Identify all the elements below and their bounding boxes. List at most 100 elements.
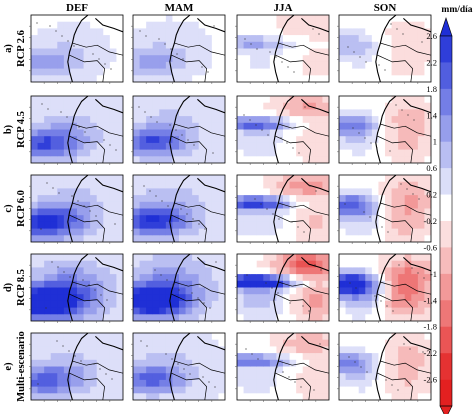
field-cell <box>237 181 244 189</box>
field-cell <box>133 116 140 124</box>
field-cell <box>391 274 399 282</box>
field-cell <box>385 175 392 183</box>
field-cell <box>269 129 277 137</box>
field-cell <box>358 300 366 308</box>
field-cell <box>211 379 219 387</box>
field-cell <box>322 28 329 36</box>
field-cell <box>411 267 419 275</box>
coastline <box>380 281 431 295</box>
field-cell <box>116 353 123 361</box>
field-cell <box>218 228 225 236</box>
field-cell <box>198 228 206 236</box>
field-cell <box>90 149 98 157</box>
field-cell <box>315 35 323 43</box>
significance-dot <box>145 35 147 37</box>
field-cell <box>309 142 317 150</box>
field-cell <box>139 393 147 400</box>
field-cell <box>103 353 111 361</box>
field-cell <box>198 142 206 150</box>
field-cell <box>243 28 251 36</box>
field-cell <box>37 175 45 183</box>
field-cell <box>77 215 84 223</box>
field-cell <box>139 188 147 196</box>
field-cell <box>50 21 58 29</box>
field-cell <box>159 48 167 56</box>
field-cell <box>103 55 111 63</box>
field-cell <box>243 373 251 381</box>
field-cell <box>159 294 167 302</box>
field-cell <box>269 195 277 203</box>
field-cell <box>159 333 167 341</box>
field-cell <box>77 260 84 268</box>
precip-field <box>133 96 225 163</box>
field-cell <box>96 260 104 268</box>
field-cell <box>152 102 160 110</box>
field-cell <box>391 393 399 400</box>
field-cell <box>411 314 419 321</box>
field-cell <box>276 15 284 23</box>
field-cell <box>44 274 52 282</box>
field-cell <box>96 102 104 110</box>
field-cell <box>218 188 225 196</box>
field-cell <box>404 61 412 69</box>
field-cell <box>192 55 200 63</box>
field-cell <box>83 15 91 23</box>
significance-dot <box>177 363 179 365</box>
field-cell <box>50 175 58 183</box>
field-cell <box>404 333 412 341</box>
field-cell <box>276 221 284 229</box>
field-cell <box>398 122 406 130</box>
field-cell <box>371 129 379 137</box>
field-cell <box>237 201 244 209</box>
coastline <box>95 256 123 272</box>
field-cell <box>237 254 244 262</box>
field-cell <box>139 373 147 381</box>
field-cell <box>198 21 206 29</box>
field-cell <box>302 254 310 262</box>
significance-dot <box>186 213 188 215</box>
field-cell <box>283 300 290 308</box>
field-cell <box>352 208 360 216</box>
colorbar-band <box>440 247 452 275</box>
field-cell <box>371 75 379 82</box>
significance-dot <box>105 373 107 375</box>
field-cell <box>322 156 329 163</box>
field-cell <box>146 208 154 216</box>
field-cell <box>192 386 200 394</box>
field-cell <box>391 386 399 394</box>
field-cell <box>322 61 329 69</box>
field-cell <box>345 260 353 268</box>
field-cell <box>37 109 45 117</box>
field-cell <box>424 221 431 229</box>
field-cell <box>218 386 225 394</box>
field-cell <box>276 68 284 76</box>
field-cell <box>283 15 290 23</box>
field-cell <box>269 28 277 36</box>
field-cell <box>309 260 317 268</box>
field-cell <box>256 260 264 268</box>
field-cell <box>211 353 219 361</box>
field-cell <box>165 294 173 302</box>
field-cell <box>152 300 160 308</box>
field-cell <box>70 75 78 82</box>
field-cell <box>263 181 271 189</box>
field-cell <box>172 68 180 76</box>
field-cell <box>417 386 425 394</box>
field-cell <box>96 142 104 150</box>
field-cell <box>263 129 271 137</box>
field-cell <box>322 102 329 110</box>
field-cell <box>83 61 91 69</box>
field-cell <box>296 386 304 394</box>
field-cell <box>37 149 45 157</box>
field-cell <box>152 307 160 315</box>
field-cell <box>404 373 412 381</box>
field-cell <box>243 294 251 302</box>
field-cell <box>159 116 167 124</box>
field-cell <box>50 294 58 302</box>
field-cell <box>198 307 206 315</box>
field-cell <box>352 188 360 196</box>
field-cell <box>352 61 360 69</box>
significance-dot <box>308 310 310 312</box>
field-cell <box>315 149 323 157</box>
field-cell <box>315 68 323 76</box>
